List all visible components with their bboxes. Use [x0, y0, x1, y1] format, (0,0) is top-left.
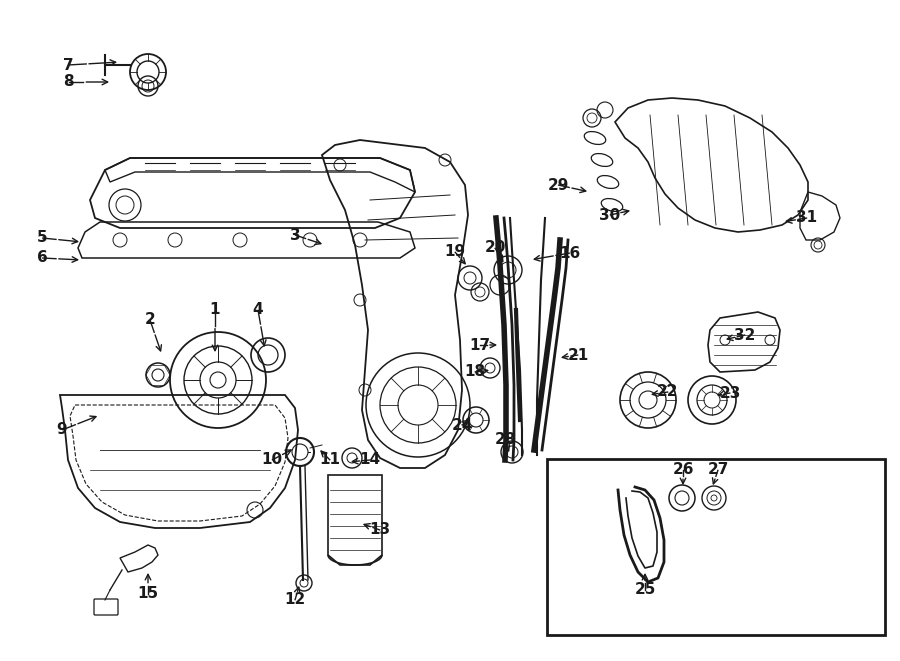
- Text: 14: 14: [359, 453, 381, 467]
- Text: 32: 32: [734, 327, 756, 342]
- Text: 7: 7: [63, 58, 73, 73]
- Text: 18: 18: [464, 364, 486, 379]
- Text: 16: 16: [560, 245, 580, 260]
- Text: 30: 30: [599, 208, 621, 223]
- Text: 17: 17: [470, 338, 490, 352]
- Text: 4: 4: [253, 303, 264, 317]
- Text: 15: 15: [138, 586, 158, 602]
- Text: 8: 8: [63, 75, 73, 89]
- Text: 11: 11: [320, 453, 340, 467]
- Bar: [547, 459, 885, 635]
- Text: 21: 21: [567, 348, 589, 362]
- Text: 10: 10: [261, 453, 283, 467]
- Text: 27: 27: [707, 463, 729, 477]
- Text: 24: 24: [451, 418, 472, 432]
- Text: 26: 26: [672, 463, 694, 477]
- Text: 1: 1: [210, 303, 220, 317]
- Text: 23: 23: [719, 385, 741, 401]
- Text: 9: 9: [57, 422, 68, 438]
- Text: 5: 5: [37, 231, 48, 245]
- Text: 20: 20: [484, 241, 506, 256]
- Text: 3: 3: [290, 227, 301, 243]
- Text: 25: 25: [634, 582, 656, 598]
- Text: 13: 13: [369, 522, 391, 537]
- Text: 12: 12: [284, 592, 306, 607]
- Text: 6: 6: [37, 251, 48, 266]
- Text: 28: 28: [494, 432, 516, 447]
- Text: 29: 29: [547, 178, 569, 192]
- Text: 2: 2: [145, 313, 156, 327]
- Text: 22: 22: [657, 385, 679, 399]
- Text: 19: 19: [445, 245, 465, 260]
- Text: 31: 31: [796, 210, 817, 225]
